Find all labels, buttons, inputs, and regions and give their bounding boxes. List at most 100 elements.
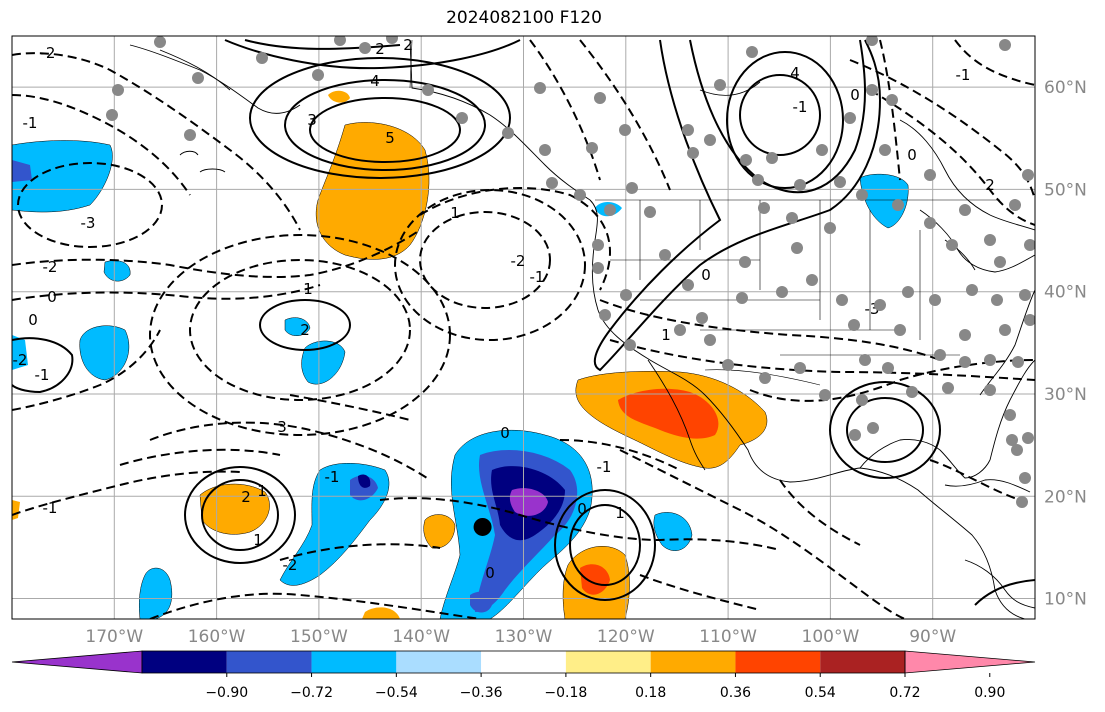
map-frame (11, 35, 1036, 620)
latitude-label: 60°N (1044, 78, 1087, 98)
station-dot (836, 294, 848, 306)
contour-label: 0 (577, 500, 587, 518)
station-dot (758, 202, 770, 214)
contour-label: 5 (385, 129, 395, 147)
station-dot (619, 124, 631, 136)
contour-label: 1 (303, 280, 313, 298)
station-dot (879, 144, 891, 156)
station-dot (1012, 356, 1024, 368)
station-dot (966, 284, 978, 296)
station-dot (722, 359, 734, 371)
station-dot (604, 204, 616, 216)
latitude-labels: 60°N 50°N 40°N 30°N 20°N 10°N (1044, 78, 1087, 609)
station-dot (886, 94, 898, 106)
contour-label: 1 (615, 504, 625, 522)
contour-label: -2 (283, 556, 298, 574)
station-dot (740, 154, 752, 166)
coastlines (129, 39, 1035, 619)
latitude-label: 10°N (1044, 590, 1087, 610)
station-dot (999, 39, 1011, 51)
station-dot (682, 279, 694, 291)
station-dot (736, 292, 748, 304)
station-dot (984, 234, 996, 246)
positive-shading (423, 514, 456, 549)
contour-label: 2 (403, 36, 413, 54)
negative-shading (350, 475, 378, 501)
station-dot (599, 309, 611, 321)
latitude-label: 40°N (1044, 283, 1087, 303)
positive-shading (362, 607, 400, 619)
colorbar-tick-label: −0.90 (205, 685, 248, 701)
station-dot (1011, 444, 1023, 456)
station-dot (984, 354, 996, 366)
colorbar-tick-label: −0.54 (375, 685, 418, 701)
political-borders (409, 39, 1000, 386)
contour-label: -1 (43, 499, 58, 517)
contour-label: -2 (13, 351, 28, 369)
latitude-label: 50°N (1044, 180, 1087, 200)
longitude-label: 90°W (909, 627, 956, 647)
station-dot (776, 286, 788, 298)
station-dot (192, 72, 204, 84)
contour-label: 4 (790, 64, 800, 82)
station-dot (184, 129, 196, 141)
station-dot (848, 319, 860, 331)
station-dot (859, 354, 871, 366)
negative-shading (79, 325, 130, 381)
colorbar-segment (396, 651, 482, 673)
station-dot (874, 299, 886, 311)
station-dot (682, 124, 694, 136)
station-dot (984, 384, 996, 396)
station-dot (929, 294, 941, 306)
colorbar-segment (226, 651, 312, 673)
station-dot (586, 142, 598, 154)
station-dot (112, 84, 124, 96)
station-dot (752, 174, 764, 186)
longitude-label: 110°W (699, 627, 757, 647)
colorbar-tick-label: 0.18 (635, 685, 666, 701)
station-dot (894, 324, 906, 336)
station-dot (794, 362, 806, 374)
map-title: 2024082100 F120 (446, 8, 602, 28)
station-dot (592, 262, 604, 274)
solid-contours (12, 39, 1035, 606)
station-dot (696, 312, 708, 324)
contour-label: 3 (307, 111, 317, 129)
colorbar-extend-high (904, 650, 1036, 674)
observation-stations (106, 36, 1035, 508)
station-dot (594, 92, 606, 104)
station-dot (620, 289, 632, 301)
negative-shading (859, 173, 909, 229)
colorbar-labels: −0.90 −0.72 −0.54 −0.36 −0.18 0.18 0.36 0.54 0.7… (205, 673, 1005, 701)
colorbar-extend-low (11, 650, 143, 674)
contour-label: 0 (47, 288, 57, 306)
longitude-label: 130°W (495, 627, 553, 647)
station-dot (624, 339, 636, 351)
colorbar-tick-label: −0.36 (460, 685, 503, 701)
contour-label: 0 (701, 266, 711, 284)
station-dot (334, 36, 346, 46)
longitude-label: 150°W (290, 627, 348, 647)
contour-label: 0 (28, 311, 38, 329)
negative-shading (284, 317, 311, 336)
station-dot (991, 294, 1003, 306)
station-dot (806, 274, 818, 286)
station-dot (644, 206, 656, 218)
latitude-label: 30°N (1044, 385, 1087, 405)
negative-shading (653, 512, 693, 551)
latitude-label: 20°N (1044, 487, 1087, 507)
station-dot (674, 324, 686, 336)
contour-label: -1 (530, 268, 545, 286)
graticule (12, 36, 1035, 619)
longitude-labels: 170°W 160°W 150°W 140°W 130°W 120°W 110°W 100°W… (85, 627, 956, 647)
negative-shading (12, 160, 32, 182)
station-dot (1019, 472, 1031, 484)
colorbar-segment (650, 651, 736, 673)
negative-shading (301, 340, 346, 385)
positive-shading (580, 564, 610, 595)
contour-label: -1 (35, 366, 50, 384)
contour-label: 2 (300, 321, 310, 339)
station-dot (456, 112, 468, 124)
station-dot (1009, 199, 1021, 211)
